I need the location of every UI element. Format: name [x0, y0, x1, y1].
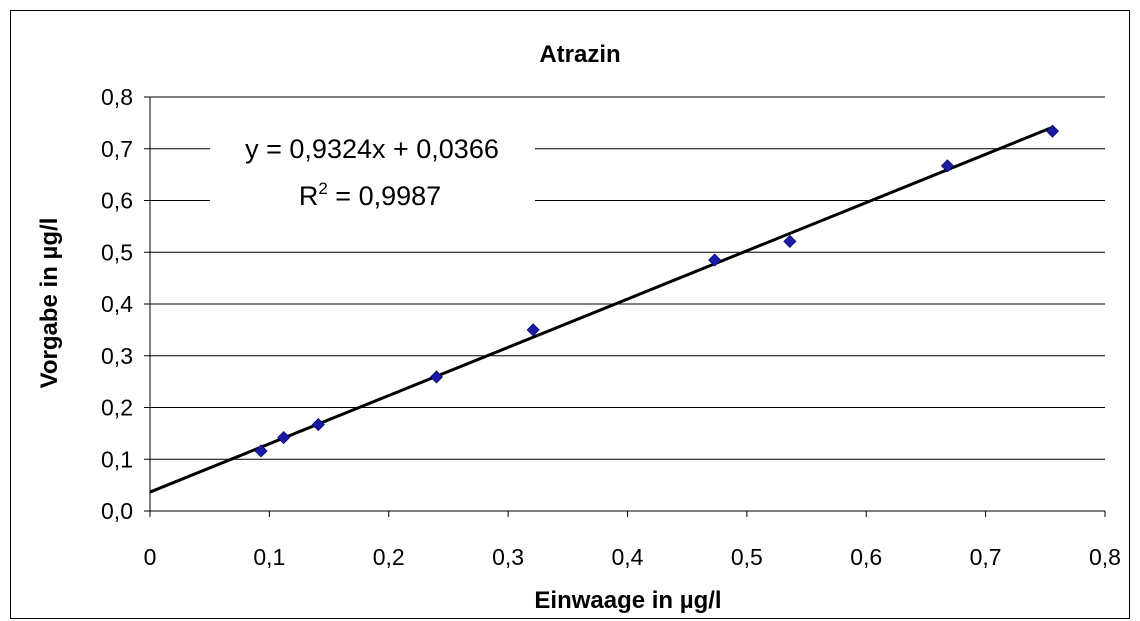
regression-equation: y = 0,9324x + 0,0366: [245, 134, 499, 164]
data-point: [783, 234, 797, 248]
trendline: [149, 125, 1054, 494]
y-tick-label: 0,8: [101, 84, 133, 110]
x-tick-labels: 0 0,1 0,2 0,3 0,4 0,5 0,6 0,7 0,8: [144, 544, 1121, 570]
x-tick-label: 0,7: [970, 544, 1002, 570]
annotation-background: [210, 128, 535, 216]
x-tick-label: 0,3: [492, 544, 524, 570]
data-point: [1045, 124, 1060, 138]
chart-title: Atrazin: [539, 41, 620, 68]
gridlines: [150, 96, 1105, 460]
y-tick-label: 0,7: [101, 136, 133, 162]
x-tick-label: 0,4: [612, 544, 644, 570]
data-points: [254, 124, 1060, 458]
y-tick-label: 0,2: [101, 395, 133, 421]
data-point: [429, 370, 444, 384]
y-tick-label: 0,3: [101, 343, 133, 369]
data-point: [526, 323, 540, 337]
x-tick-label: 0,2: [373, 544, 405, 570]
y-tick-label: 0,4: [101, 291, 133, 317]
data-point: [254, 444, 268, 458]
r-squared-label: R2 = 0,9987: [299, 179, 441, 211]
x-tick-label: 0,5: [731, 544, 763, 570]
y-tick-label: 0,6: [101, 188, 133, 214]
data-point: [311, 418, 325, 432]
y-tick-label: 0,5: [101, 239, 133, 265]
data-point: [277, 430, 291, 445]
y-axis-label: Vorgabe in µg/l: [36, 218, 63, 389]
x-tick-label: 0,6: [850, 544, 882, 570]
data-point: [708, 253, 722, 267]
x-tick-label: 0,1: [253, 544, 285, 570]
y-tick-label: 0,1: [101, 446, 133, 472]
x-axis-label: Einwaage in µg/l: [534, 587, 721, 614]
x-tick-label: 0: [144, 544, 157, 570]
chart-frame: [10, 10, 1130, 619]
y-tick-label: 0,0: [101, 498, 133, 524]
data-point: [940, 159, 954, 173]
axes: [144, 96, 1106, 517]
x-tick-label: 0,8: [1089, 544, 1121, 570]
y-tick-labels: 0,0 0,1 0,2 0,3 0,4 0,5 0,6 0,7 0,8: [101, 84, 133, 524]
